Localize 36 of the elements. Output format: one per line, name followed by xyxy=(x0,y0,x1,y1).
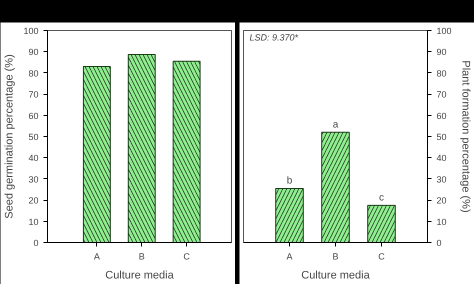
y-tick-label: 0 xyxy=(33,238,39,248)
y-tick-label: 20 xyxy=(28,196,39,206)
y-tick-label: 60 xyxy=(28,110,39,121)
x-tick-label: C xyxy=(183,252,190,262)
x-tick-label: C xyxy=(378,252,386,262)
y-tick-label: 80 xyxy=(28,68,39,78)
x-axis-title: Culture media xyxy=(105,270,175,282)
y2-tick-label: 80 xyxy=(436,68,447,78)
y2-tick-label: 70 xyxy=(436,90,447,100)
x-tick-label: A xyxy=(94,252,100,262)
y-tick-label: 70 xyxy=(28,90,39,100)
y-tick-label: 90 xyxy=(28,47,39,58)
x-tick-label: B xyxy=(332,252,339,262)
annotation: b xyxy=(286,175,293,186)
x-tick-label: B xyxy=(138,252,145,262)
y2-tick-label: 0 xyxy=(436,238,442,248)
y-axis-title: Seed germination percentage (%) xyxy=(3,54,16,219)
x-tick-label: A xyxy=(286,252,293,262)
x-axis-title: Culture media xyxy=(301,270,371,282)
y2-tick-label: 50 xyxy=(436,132,447,142)
y-tick-label: 10 xyxy=(28,216,39,227)
y-tick-label: 30 xyxy=(28,174,39,184)
y-tick-label: 40 xyxy=(28,153,39,164)
y2-tick-label: 90 xyxy=(436,47,447,58)
y-tick-label: 50 xyxy=(28,132,39,142)
y2-axis-title: Plant formation percentage (%) xyxy=(460,60,472,213)
y-tick-label: 100 xyxy=(23,26,39,36)
annotation: c xyxy=(379,192,384,204)
y2-tick-label: 10 xyxy=(436,216,447,227)
y2-tick-label: 30 xyxy=(436,174,447,184)
y2-tick-label: 100 xyxy=(436,26,452,36)
y2-tick-label: 60 xyxy=(436,110,447,121)
y2-tick-label: 40 xyxy=(436,153,447,164)
annotation: LSD: 9.370* xyxy=(250,32,299,42)
y2-tick-label: 20 xyxy=(436,196,447,206)
annotation: a xyxy=(332,119,339,130)
